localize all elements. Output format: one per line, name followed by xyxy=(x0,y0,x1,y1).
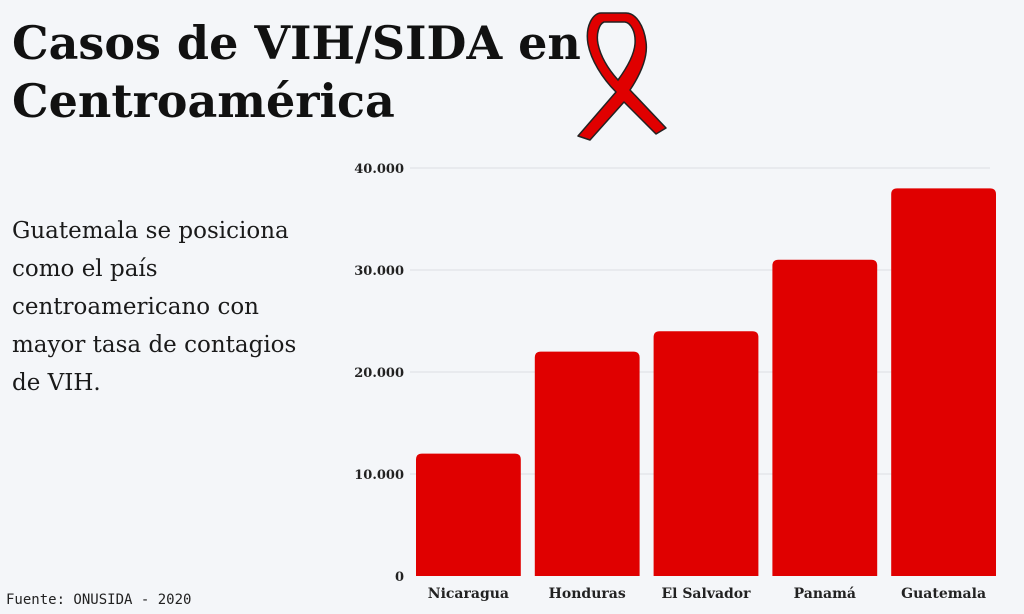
bar-honduras xyxy=(534,351,640,576)
x-category-label: Panamá xyxy=(794,586,856,602)
description-text: Guatemala se posiciona como el país cent… xyxy=(12,218,297,396)
x-category-label: Nicaragua xyxy=(428,586,509,602)
y-tick-label: 20.000 xyxy=(354,366,404,381)
y-tick-label: 40.000 xyxy=(354,162,404,177)
bar-el-salvador xyxy=(653,331,759,576)
bar-panamá xyxy=(772,259,878,576)
y-tick-label: 0 xyxy=(395,570,404,585)
title-line-1: Casos de VIH/SIDA en xyxy=(12,16,581,70)
y-tick-label: 10.000 xyxy=(354,468,404,483)
title-line-2: Centroamérica xyxy=(12,74,395,128)
x-category-label: El Salvador xyxy=(661,586,751,602)
y-tick-label: 30.000 xyxy=(354,264,404,279)
bar-guatemala xyxy=(891,188,996,576)
chart-title: Casos de VIH/SIDA en Centroamérica xyxy=(12,14,581,130)
bar-nicaragua xyxy=(416,453,521,576)
x-category-label: Honduras xyxy=(549,586,626,602)
x-category-label: Guatemala xyxy=(901,586,986,602)
red-awareness-ribbon-icon xyxy=(568,8,668,147)
source-note: Fuente: ONUSIDA - 2020 xyxy=(6,592,192,608)
